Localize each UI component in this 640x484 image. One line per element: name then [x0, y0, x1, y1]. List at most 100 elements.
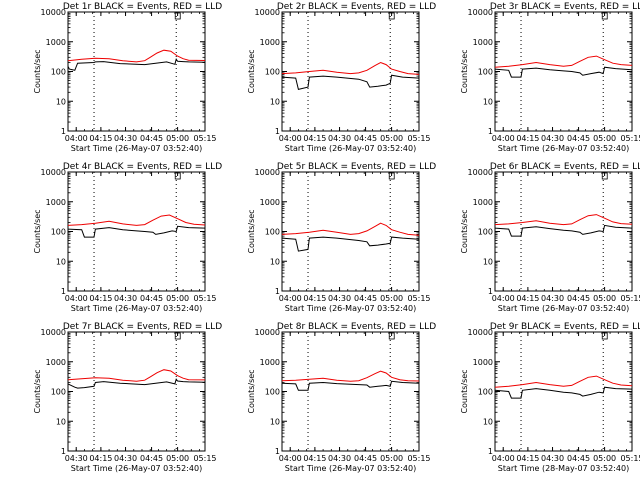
x-tick-label: 05:00 [166, 134, 189, 143]
x-tick-label: 04:45 [567, 454, 590, 463]
y-tick-label: 10000 [468, 8, 493, 17]
y-tick-label: 1 [275, 127, 280, 136]
series-lld-line [494, 375, 633, 388]
y-axis-label: Counts/sec [33, 49, 42, 93]
x-tick-label: 05:15 [407, 294, 430, 303]
corner-marker [388, 12, 395, 20]
x-tick-label: 05:15 [193, 134, 216, 143]
chart-title: Det 4r BLACK = Events, RED = LLD [63, 162, 222, 172]
x-tick-label: 04:45 [140, 134, 163, 143]
detector-chart-1: Det 1r BLACK = Events, RED = LLD 1 10 100 10… [33, 2, 222, 153]
x-tick-label: 04:00 [492, 134, 515, 143]
y-tick-label: 1 [61, 447, 66, 456]
x-tick-label: 04:45 [567, 294, 590, 303]
corner-marker [388, 172, 395, 180]
chart-title: Det 1r BLACK = Events, RED = LLD [63, 2, 222, 12]
x-tick-label: 05:00 [166, 294, 189, 303]
y-tick-label: 10000 [255, 168, 280, 177]
x-tick-label: 04:30 [114, 294, 137, 303]
x-tick-label: 04:30 [541, 294, 564, 303]
x-tick-label: 05:00 [593, 454, 616, 463]
chart-title: Det 5r BLACK = Events, RED = LLD [277, 162, 436, 172]
series-lld-line [281, 61, 420, 75]
y-tick-label: 1000 [46, 198, 66, 207]
y-tick-label: 1 [488, 127, 493, 136]
y-tick-label: 10000 [468, 168, 493, 177]
y-tick-label: 100 [265, 388, 280, 397]
x-tick-label: 04:15 [89, 294, 112, 303]
corner-marker [174, 172, 181, 180]
detector-chart-8: Det 8r BLACK = Events, RED = LLD 1 10 100 10… [247, 322, 436, 473]
x-tick-label: 05:15 [620, 134, 640, 143]
series-lld-line [67, 214, 206, 226]
chart-title: Det 7r BLACK = Events, RED = LLD [63, 322, 222, 332]
y-tick-label: 1000 [260, 198, 280, 207]
y-tick-label: 100 [478, 388, 493, 397]
y-axis-label: Counts/sec [33, 369, 42, 413]
corner-marker [601, 12, 608, 20]
y-tick-label: 10 [270, 97, 280, 106]
y-tick-label: 10000 [468, 328, 493, 337]
x-tick-label: 04:00 [279, 134, 302, 143]
plot-frame [67, 171, 206, 292]
x-tick-label: 05:15 [193, 454, 216, 463]
y-tick-label: 100 [265, 68, 280, 77]
detector-chart-7: Det 7r BLACK = Events, RED = LLD 1 10 100 10… [33, 322, 222, 473]
x-tick-label: 04:30 [114, 134, 137, 143]
y-tick-label: 100 [478, 228, 493, 237]
detector-chart-2: Det 2r BLACK = Events, RED = LLD 1 10 100 10… [247, 2, 436, 153]
y-tick-label: 1000 [260, 358, 280, 367]
y-tick-label: 10 [56, 97, 66, 106]
chart-title: Det 8r BLACK = Events, RED = LLD [277, 322, 436, 332]
detector-chart-6: Det 6r BLACK = Events, RED = LLD 1 10 100 10… [460, 162, 640, 313]
y-tick-label: 10 [483, 417, 493, 426]
y-axis-label: Counts/sec [247, 209, 256, 253]
series-lld-line [494, 55, 633, 68]
x-axis-label: Start Time (28-May-07 03:52:40) [498, 464, 629, 473]
x-tick-label: 05:15 [620, 294, 640, 303]
x-tick-label: 04:30 [114, 454, 137, 463]
x-axis-label: Start Time (26-May-07 03:52:40) [71, 144, 202, 153]
y-tick-label: 10000 [255, 328, 280, 337]
y-tick-label: 1 [275, 447, 280, 456]
x-axis-label: Start Time (26-May-07 03:52:40) [285, 144, 416, 153]
y-tick-label: 10 [270, 417, 280, 426]
series-lld-line [281, 370, 420, 382]
series-events-line [494, 224, 633, 237]
series-events-line [281, 236, 420, 252]
y-tick-label: 1 [61, 287, 66, 296]
x-tick-label: 04:30 [65, 454, 88, 463]
y-tick-label: 1000 [260, 38, 280, 47]
x-tick-label: 05:00 [380, 454, 403, 463]
x-tick-label: 04:45 [354, 134, 377, 143]
x-tick-label: 04:15 [303, 454, 326, 463]
y-tick-label: 1 [488, 447, 493, 456]
plot-frame [494, 11, 633, 132]
y-tick-label: 1000 [46, 358, 66, 367]
x-tick-label: 04:00 [492, 294, 515, 303]
series-lld-line [281, 222, 420, 236]
y-axis-label: Counts/sec [247, 369, 256, 413]
y-tick-label: 10000 [41, 168, 66, 177]
y-tick-label: 10000 [41, 8, 66, 17]
x-tick-label: 04:00 [492, 454, 515, 463]
detector-chart-9: Det 9r BLACK = Events, RED = LLD 1 10 100 10… [460, 322, 640, 473]
x-tick-label: 04:15 [89, 454, 112, 463]
x-tick-label: 04:15 [516, 294, 539, 303]
corner-marker [601, 332, 608, 340]
y-tick-label: 1000 [473, 358, 493, 367]
x-tick-label: 04:00 [279, 454, 302, 463]
x-tick-label: 05:00 [166, 454, 189, 463]
plot-frame [494, 171, 633, 292]
y-tick-label: 10 [56, 257, 66, 266]
x-tick-label: 04:00 [65, 134, 88, 143]
x-tick-label: 05:15 [193, 294, 216, 303]
x-tick-label: 04:45 [354, 454, 377, 463]
x-tick-label: 04:15 [303, 294, 326, 303]
x-tick-label: 05:00 [593, 294, 616, 303]
x-axis-label: Start Time (26-May-07 03:52:40) [498, 144, 629, 153]
x-tick-label: 04:15 [516, 454, 539, 463]
detector-chart-5: Det 5r BLACK = Events, RED = LLD 1 10 100 10… [247, 162, 436, 313]
